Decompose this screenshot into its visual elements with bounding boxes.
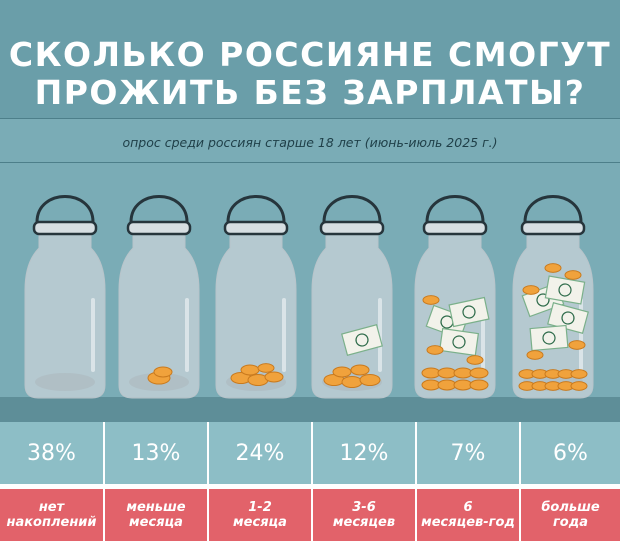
jar-5 [414, 195, 496, 399]
banknote-paper [438, 327, 480, 357]
jar-body [311, 231, 393, 399]
banknote [448, 296, 490, 328]
category-label-more-year: больше года [541, 500, 600, 530]
value-label-6-months-year: 7% [450, 440, 486, 466]
coin [341, 376, 363, 388]
jar-3 [215, 195, 297, 399]
jar-6 [512, 195, 594, 399]
coin [264, 371, 284, 383]
jar-lid [126, 220, 192, 236]
jar-lid [422, 220, 488, 236]
banknote [438, 327, 480, 357]
ruble-sign [542, 331, 556, 345]
banknote-paper [341, 323, 383, 357]
jar-4 [311, 195, 393, 399]
title-divider-line [0, 118, 620, 119]
coin [544, 263, 562, 273]
value-label-1-2-months: 24% [235, 440, 285, 466]
coin [453, 379, 473, 391]
jar-body [118, 231, 200, 399]
column-divider [311, 422, 313, 547]
subtitle-divider-line [0, 162, 620, 163]
jar-handle [226, 195, 286, 223]
banknote-paper [448, 296, 490, 328]
coin [526, 350, 544, 360]
jar-handle [129, 195, 189, 223]
jar-shelf [0, 397, 620, 422]
banknote [341, 323, 383, 357]
percent-row: 38% 13% 24% 12% 7% 6% [0, 422, 620, 484]
banknote-paper [544, 275, 586, 305]
coin [469, 367, 489, 379]
jar-2 [118, 195, 200, 399]
category-label-1-2-months: 1-2 месяца [233, 500, 287, 530]
title-banner [0, 0, 620, 118]
coin [437, 367, 457, 379]
category-label-6-months-year: 6 месяцев-год [421, 500, 515, 530]
jar-handle [523, 195, 583, 223]
value-label-3-6-months: 12% [339, 440, 389, 466]
chart-title: СКОЛЬКО РОССИЯНЕ СМОГУТ ПРОЖИТЬ БЕЗ ЗАРП… [0, 36, 620, 112]
coin [421, 367, 441, 379]
coin [564, 270, 582, 280]
jars-illustration [24, 195, 594, 399]
coin [332, 366, 352, 378]
jar-body [24, 231, 106, 399]
banknote [544, 275, 586, 305]
chart-subtitle: опрос среди россиян старше 18 лет (июнь-… [122, 135, 498, 150]
title-line-1: СКОЛЬКО РОССИЯНЕ СМОГУТ [8, 35, 612, 74]
banknote-paper [529, 324, 569, 352]
ruble-sign [462, 305, 476, 319]
ruble-sign [452, 335, 466, 349]
coin [570, 381, 588, 391]
category-label-no-savings: нет накоплений [6, 500, 97, 530]
coin [359, 374, 381, 386]
coin [426, 345, 444, 355]
jar-body [215, 231, 297, 399]
column-divider [103, 422, 105, 547]
jar-handle [425, 195, 485, 223]
category-label-row: нет накоплений меньше месяца 1-2 месяца … [0, 489, 620, 541]
coin [240, 364, 260, 376]
jar-handle [35, 195, 95, 223]
column-divider [207, 422, 209, 547]
jar-bottom-shadow [35, 373, 95, 391]
coin [422, 295, 440, 305]
value-label-no-savings: 38% [27, 440, 76, 466]
coin [522, 285, 540, 295]
coin [570, 369, 588, 379]
value-label-less-month: 13% [131, 440, 181, 466]
coin [568, 340, 586, 350]
jar-lid [319, 220, 385, 236]
jar-1 [24, 195, 106, 399]
category-label-3-6-months: 3-6 месяцев [332, 500, 396, 530]
column-divider [415, 422, 417, 547]
jar-lid [520, 220, 586, 236]
jar-lid [223, 220, 289, 236]
category-label-less-month: меньше месяца [126, 500, 186, 530]
coin [453, 367, 473, 379]
coin [257, 363, 275, 373]
coin [437, 379, 457, 391]
coin [350, 364, 370, 376]
column-divider [519, 422, 521, 547]
banknote [529, 324, 569, 352]
coin [469, 379, 489, 391]
value-label-more-year: 6% [553, 440, 588, 466]
ruble-sign [558, 283, 572, 297]
title-line-2: ПРОЖИТЬ БЕЗ ЗАРПЛАТЫ? [34, 73, 586, 112]
coin [466, 355, 484, 365]
coin [153, 366, 173, 378]
ruble-sign [561, 311, 575, 325]
jar-handle [322, 195, 382, 223]
ruble-sign [355, 333, 369, 347]
coin [421, 379, 441, 391]
jar-lid [32, 220, 98, 236]
